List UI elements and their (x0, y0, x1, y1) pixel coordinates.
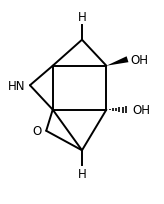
Text: OH: OH (131, 53, 149, 66)
Text: O: O (32, 125, 41, 137)
Text: H: H (78, 11, 86, 24)
Text: H: H (78, 167, 86, 180)
Text: OH: OH (132, 104, 150, 116)
Text: HN: HN (8, 79, 25, 92)
Polygon shape (106, 57, 128, 66)
